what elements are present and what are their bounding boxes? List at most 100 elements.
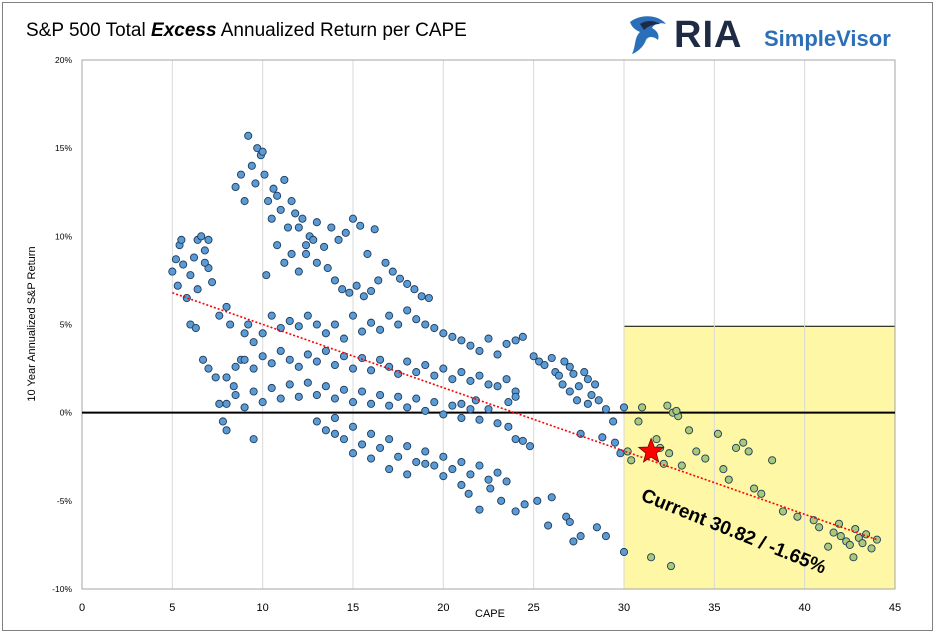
data-point <box>320 242 329 251</box>
data-point <box>189 253 199 262</box>
data-point <box>412 368 421 377</box>
chart-title: S&P 500 Total Excess Annualized Return p… <box>26 20 467 42</box>
data-point <box>222 426 231 435</box>
data-point <box>273 191 282 200</box>
data-point <box>231 362 240 371</box>
data-point <box>565 387 574 396</box>
data-point <box>182 293 191 303</box>
data-point <box>836 532 845 541</box>
data-point <box>672 406 681 415</box>
data-point <box>240 197 249 206</box>
data-point <box>518 332 527 341</box>
data-point <box>211 373 220 382</box>
x-tick-label: 45 <box>889 602 901 614</box>
data-point <box>430 371 439 380</box>
data-point <box>260 170 269 179</box>
data-point <box>484 475 493 484</box>
x-tick-label: 35 <box>708 602 720 614</box>
y-tick-label: 0% <box>60 408 73 418</box>
data-point <box>757 489 766 498</box>
data-point <box>348 311 358 320</box>
data-point <box>222 399 231 408</box>
data-point <box>504 398 513 407</box>
x-tick-label: 20 <box>437 602 449 614</box>
data-point <box>312 218 321 227</box>
data-point <box>301 249 311 259</box>
data-point <box>287 249 296 259</box>
data-point <box>484 334 493 343</box>
data-point <box>193 285 202 294</box>
data-point <box>285 355 294 364</box>
data-point <box>186 271 195 280</box>
data-point <box>466 470 475 479</box>
data-point <box>594 396 603 405</box>
data-point <box>739 438 748 447</box>
data-point <box>283 223 293 232</box>
data-point <box>312 390 321 400</box>
data-point <box>448 465 457 474</box>
x-tick-label: 30 <box>618 602 630 614</box>
data-point <box>403 470 412 479</box>
data-point <box>430 398 439 407</box>
current-star-marker <box>637 437 665 463</box>
data-point <box>370 225 379 234</box>
data-point <box>647 553 656 562</box>
data-point <box>609 417 618 426</box>
data-point <box>592 523 601 532</box>
data-point <box>872 535 881 544</box>
data-point <box>363 249 372 259</box>
data-point <box>448 332 457 341</box>
data-point <box>276 346 285 356</box>
data-point <box>410 285 419 294</box>
ria-simplevisor-logo: RIA SimpleVisor <box>626 12 916 56</box>
data-point <box>367 454 376 463</box>
data-point <box>493 382 502 391</box>
data-point <box>267 311 276 320</box>
data-point <box>231 182 240 192</box>
data-point <box>457 480 466 490</box>
data-point <box>403 442 412 451</box>
y-tick-label: 20% <box>55 55 72 65</box>
data-point <box>778 507 788 516</box>
plot-area-border <box>81 59 896 590</box>
data-point <box>367 286 376 296</box>
data-point <box>484 380 493 389</box>
data-point <box>367 399 376 408</box>
data-point <box>208 278 217 287</box>
data-point <box>466 405 475 414</box>
data-point <box>421 320 430 329</box>
data-point <box>244 320 253 329</box>
data-point <box>321 382 330 391</box>
data-point <box>352 281 361 290</box>
data-point <box>565 517 574 527</box>
data-point <box>713 429 722 438</box>
data-point <box>385 435 394 444</box>
data-point <box>560 357 569 366</box>
data-point <box>558 380 567 389</box>
data-point <box>484 405 493 414</box>
data-point <box>249 338 258 347</box>
data-point <box>475 415 484 424</box>
data-point <box>357 387 367 396</box>
data-point <box>258 329 267 338</box>
data-point <box>867 544 876 553</box>
logo-product: SimpleVisor <box>764 26 891 51</box>
data-point <box>701 454 710 463</box>
data-point <box>204 364 213 373</box>
data-point <box>511 336 520 345</box>
data-point <box>359 292 368 301</box>
data-point <box>348 422 358 431</box>
data-point <box>276 205 285 214</box>
data-point <box>502 339 511 348</box>
data-point <box>845 540 854 549</box>
data-point <box>601 405 610 414</box>
data-point <box>312 320 321 329</box>
data-point <box>251 179 260 188</box>
y-tick-label: 15% <box>55 143 72 153</box>
data-point <box>376 355 385 364</box>
data-point <box>403 279 412 288</box>
data-point <box>580 368 589 377</box>
data-point <box>627 456 636 465</box>
data-point <box>547 493 556 502</box>
data-point <box>663 401 672 410</box>
